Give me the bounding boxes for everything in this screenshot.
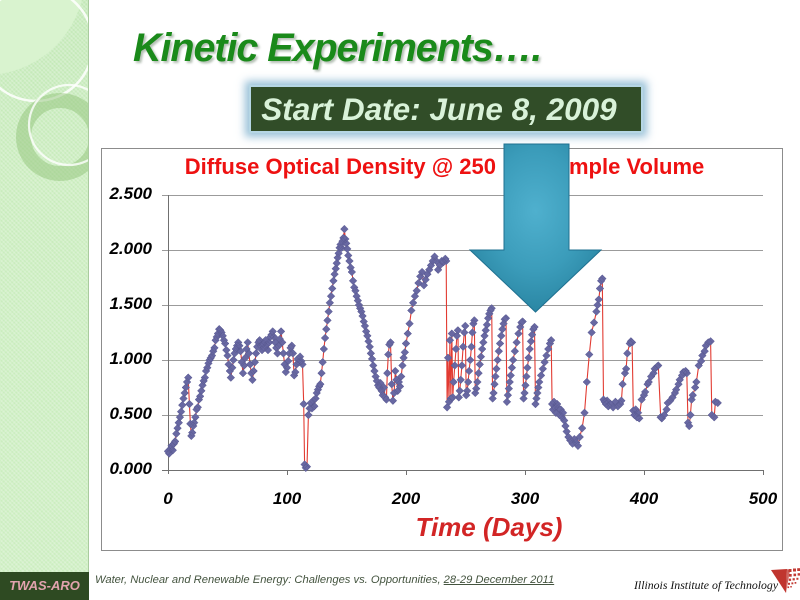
svg-text:1.500: 1.500 xyxy=(109,294,152,313)
svg-text:100: 100 xyxy=(273,489,302,508)
svg-text:2.500: 2.500 xyxy=(108,184,152,203)
svg-text:200: 200 xyxy=(391,489,421,508)
svg-text:1.000: 1.000 xyxy=(109,349,152,368)
svg-text:0: 0 xyxy=(163,489,173,508)
svg-text:500: 500 xyxy=(749,489,778,508)
svg-text:0.000: 0.000 xyxy=(109,459,152,478)
svg-text:300: 300 xyxy=(511,489,540,508)
svg-text:Diffuse Optical Density @ 250: Diffuse Optical Density @ 250 xyxy=(185,154,496,179)
svg-text:Time (Days): Time (Days) xyxy=(416,512,563,542)
svg-text:0.500: 0.500 xyxy=(109,404,152,423)
svg-text:2.000: 2.000 xyxy=(108,239,152,258)
svg-text:mple Volume: mple Volume xyxy=(569,154,704,179)
svg-text:400: 400 xyxy=(629,489,659,508)
